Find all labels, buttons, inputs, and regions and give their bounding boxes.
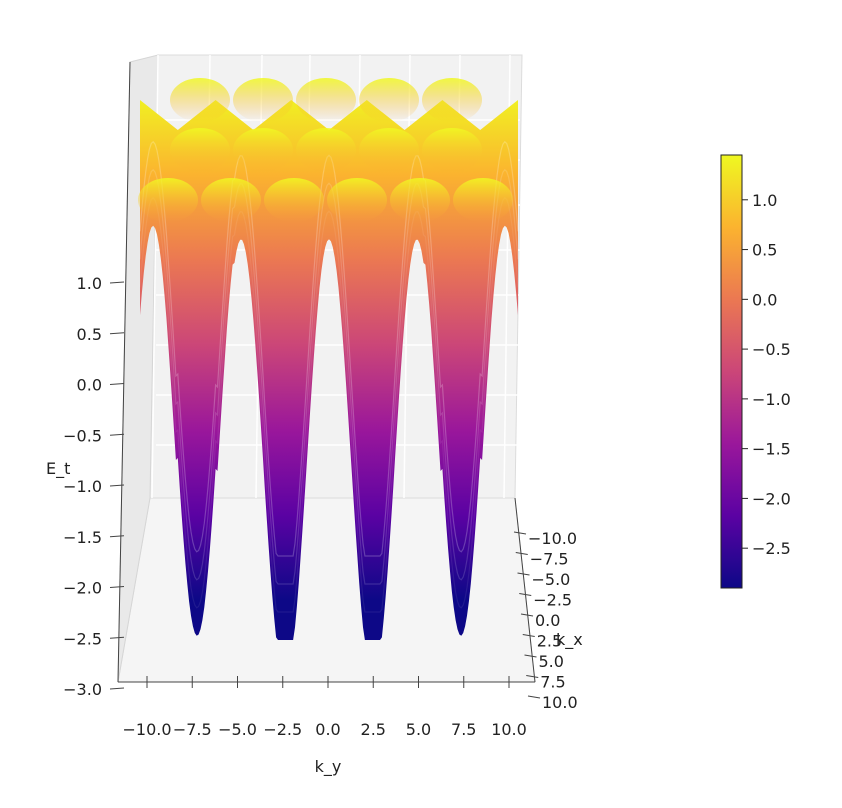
z-tick-label: −3.0 bbox=[63, 680, 102, 699]
y-tick-label: 10.0 bbox=[542, 693, 578, 712]
x-axis-ticks: −10.0 −7.5 −5.0 −2.5 0.0 2.5 5.0 7.5 10.0 bbox=[122, 676, 527, 739]
y-tick-label: −2.5 bbox=[533, 591, 572, 610]
surface-peak bbox=[233, 78, 293, 122]
surface-peak bbox=[138, 178, 198, 222]
y-axis-label: k_x bbox=[556, 630, 583, 650]
colorbar-ticks: −2.5 −2.0 −1.5 −1.0 −0.5 0.0 0.5 1.0 bbox=[742, 191, 791, 558]
z-tick-mark bbox=[109, 636, 125, 639]
y-tick-label: 7.5 bbox=[540, 673, 565, 692]
surface-peak bbox=[390, 178, 450, 222]
y-tick-mark bbox=[524, 654, 537, 658]
surface-peak bbox=[233, 128, 293, 172]
surface-peak bbox=[264, 178, 324, 222]
z-tick-mark bbox=[109, 281, 125, 284]
z-axis-ticks: −3.0 −2.5 −2.0 −1.5 −1.0 −0.5 0.0 0.5 1.0 bbox=[63, 274, 125, 699]
z-tick-label: −1.0 bbox=[63, 477, 102, 496]
z-tick-mark bbox=[109, 687, 125, 690]
z-tick-mark bbox=[109, 535, 125, 538]
x-tick-label: 0.0 bbox=[315, 720, 340, 739]
y-tick-label: 2.5 bbox=[537, 632, 562, 651]
surface-peak bbox=[359, 78, 419, 122]
y-tick-mark bbox=[517, 572, 530, 576]
z-tick-mark bbox=[109, 484, 125, 487]
y-tick-mark bbox=[519, 593, 532, 596]
z-axis-line bbox=[117, 61, 131, 683]
x-tick-label: 7.5 bbox=[451, 720, 476, 739]
surface bbox=[138, 78, 519, 640]
x-axis-label: k_y bbox=[315, 757, 342, 777]
colorbar-tick-label: 0.0 bbox=[752, 290, 777, 309]
y-tick-mark bbox=[513, 531, 527, 535]
z-tick-label: −1.5 bbox=[63, 528, 102, 547]
x-tick-label: 2.5 bbox=[361, 720, 386, 739]
surface-peak bbox=[170, 128, 230, 172]
y-tick-label: 5.0 bbox=[539, 652, 564, 671]
y-tick-mark bbox=[527, 695, 541, 699]
surface-peak bbox=[422, 78, 482, 122]
surface-contour bbox=[139, 168, 519, 585]
surface-peak bbox=[359, 128, 419, 172]
y-tick-mark bbox=[520, 613, 534, 617]
surface-contour bbox=[139, 196, 519, 613]
colorbar-tick-label: 0.5 bbox=[752, 241, 777, 260]
colorbar-tick-label: −1.5 bbox=[752, 440, 791, 459]
y-tick-label: −10.0 bbox=[528, 529, 577, 548]
x-tick-label: 5.0 bbox=[406, 720, 431, 739]
x-tick-label: −5.0 bbox=[218, 720, 257, 739]
axis-lines bbox=[117, 61, 536, 683]
colorbar-tick-label: −2.5 bbox=[752, 539, 791, 558]
surface-peaks bbox=[138, 78, 513, 222]
y-tick-label: 0.0 bbox=[535, 611, 560, 630]
y-tick-mark bbox=[522, 634, 535, 637]
surface-peak bbox=[296, 78, 356, 122]
z-tick-label: −0.5 bbox=[63, 426, 102, 445]
z-tick-mark bbox=[109, 332, 125, 335]
x-tick-label: −7.5 bbox=[173, 720, 212, 739]
colorbar-tick-label: −1.0 bbox=[752, 390, 791, 409]
surface-peak bbox=[201, 178, 261, 222]
colorbar-tick-label: 1.0 bbox=[752, 191, 777, 210]
y-axis-ticks: −10.0 −7.5−5.0 −2.50.0 2.55.0 7.510.0 bbox=[513, 529, 578, 712]
z-tick-label: 0.5 bbox=[77, 325, 102, 344]
colorbar-tick-label: −0.5 bbox=[752, 340, 791, 359]
surface-peak bbox=[453, 178, 513, 222]
colorbar: −2.5 −2.0 −1.5 −1.0 −0.5 0.0 0.5 1.0 bbox=[720, 154, 791, 589]
z-tick-label: 0.0 bbox=[77, 376, 102, 395]
z-tick-label: −2.0 bbox=[63, 579, 102, 598]
z-tick-mark bbox=[109, 586, 125, 588]
z-tick-mark bbox=[109, 383, 125, 385]
surface-body bbox=[140, 100, 518, 640]
y-tick-label: −5.0 bbox=[532, 570, 571, 589]
x-tick-label: −10.0 bbox=[122, 720, 171, 739]
z-tick-mark bbox=[109, 433, 125, 436]
z-tick-label: 1.0 bbox=[77, 274, 102, 293]
surface-peak bbox=[170, 78, 230, 122]
z-axis-label: E_t bbox=[46, 459, 70, 479]
surface-peak bbox=[422, 128, 482, 172]
z-tick-label: −2.5 bbox=[63, 629, 102, 648]
x-tick-label: 10.0 bbox=[491, 720, 527, 739]
y-tick-mark bbox=[515, 552, 528, 555]
y-tick-label: −7.5 bbox=[530, 550, 569, 569]
colorbar-gradient bbox=[720, 154, 743, 589]
x-tick-label: −2.5 bbox=[263, 720, 302, 739]
y-tick-mark bbox=[526, 675, 539, 678]
colorbar-tick-label: −2.0 bbox=[752, 489, 791, 508]
y-axis-line bbox=[514, 497, 536, 683]
surface-peak bbox=[327, 178, 387, 222]
surface-peak bbox=[296, 128, 356, 172]
